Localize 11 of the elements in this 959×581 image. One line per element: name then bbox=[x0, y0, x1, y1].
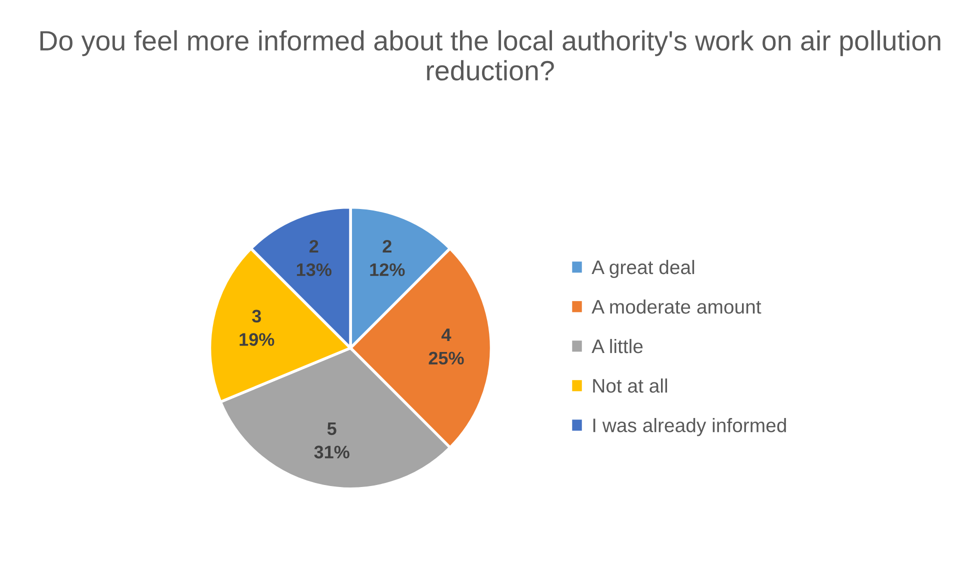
chart-title: Do you feel more informed about the local authority's work on air pollution reduction? bbox=[40, 30, 940, 81]
data-label: 4 25% bbox=[428, 328, 464, 365]
legend-label: Not at all bbox=[593, 378, 668, 393]
data-label: 2 12% bbox=[370, 240, 405, 276]
legend-label: I was already informed bbox=[593, 418, 786, 436]
data-label: 2 13% bbox=[296, 240, 332, 276]
legend-label: A moderate amount bbox=[592, 299, 762, 314]
data-label: 5 31% bbox=[314, 422, 350, 458]
data-label: 3 19% bbox=[240, 310, 274, 346]
legend-label: A little bbox=[592, 338, 643, 354]
legend-label: A great deal bbox=[592, 260, 694, 278]
